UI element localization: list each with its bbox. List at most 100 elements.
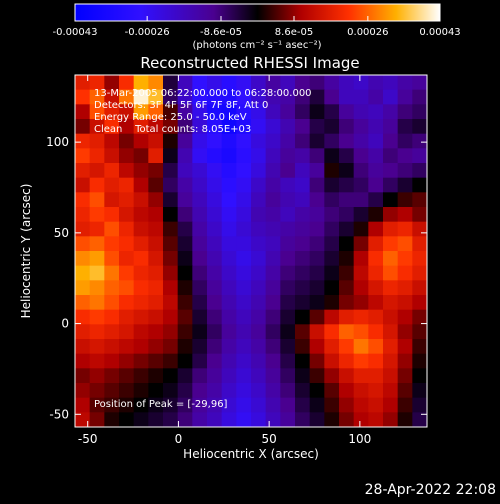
heatmap-cell <box>353 383 369 399</box>
heatmap-cell <box>251 309 267 325</box>
y-tick-label: 0 <box>61 317 69 331</box>
colorbar-tick-label: 0.00043 <box>419 27 460 38</box>
heatmap-cell <box>295 177 311 193</box>
heatmap-cell <box>236 133 252 149</box>
heatmap-cell <box>163 163 179 179</box>
heatmap-cell <box>192 383 208 399</box>
heatmap-cell <box>163 119 179 135</box>
heatmap-cell <box>148 236 164 252</box>
heatmap-cell <box>265 119 281 135</box>
heatmap-cell <box>163 353 179 369</box>
heatmap-cell <box>265 295 281 311</box>
heatmap-cell <box>163 89 179 105</box>
heatmap-cell <box>75 368 91 384</box>
heatmap-cell <box>324 295 340 311</box>
heatmap-cell <box>339 353 355 369</box>
heatmap-cell <box>412 339 427 355</box>
heatmap-cell <box>236 89 252 105</box>
heatmap-cell <box>221 236 237 252</box>
footer-timestamp: 28-Apr-2022 22:08 <box>364 482 496 498</box>
heatmap-cell <box>339 397 355 413</box>
heatmap-cell <box>192 75 208 91</box>
heatmap-cell <box>383 280 399 296</box>
heatmap-cell <box>397 324 413 340</box>
heatmap-cell <box>251 339 267 355</box>
heatmap-cell <box>148 397 164 413</box>
heatmap-cell <box>280 309 296 325</box>
heatmap-cell <box>221 133 237 149</box>
y-tick-label: 50 <box>54 226 69 240</box>
heatmap-cell <box>177 280 193 296</box>
heatmap-cell <box>368 148 384 164</box>
heatmap-cell <box>368 353 384 369</box>
heatmap-cell <box>368 383 384 399</box>
heatmap-cell <box>295 148 311 164</box>
heatmap-cell <box>353 339 369 355</box>
heatmap-cell <box>324 353 340 369</box>
heatmap-cell <box>104 383 120 399</box>
chart-title: Reconstructed RHESSI Image <box>140 54 359 72</box>
annotation-block: 13-Mar-2005 06:22:00.000 to 06:28:00.000… <box>94 88 312 135</box>
heatmap-cell <box>163 221 179 237</box>
heatmap-cell <box>148 89 164 105</box>
heatmap-cell <box>75 119 91 135</box>
heatmap-cell <box>133 177 149 193</box>
heatmap-cell <box>383 104 399 120</box>
heatmap-cell <box>280 133 296 149</box>
heatmap-cell <box>148 324 164 340</box>
heatmap-cell <box>383 89 399 105</box>
heatmap-cell <box>251 265 267 281</box>
heatmap-cell <box>148 192 164 208</box>
heatmap-cell <box>119 280 135 296</box>
heatmap-cell <box>397 309 413 325</box>
heatmap-cell <box>383 251 399 267</box>
heatmap-cell <box>207 324 223 340</box>
heatmap-cell <box>265 412 281 427</box>
heatmap-cell <box>309 397 325 413</box>
heatmap-cell <box>207 339 223 355</box>
heatmap-cell <box>309 163 325 179</box>
heatmap-cell <box>104 133 120 149</box>
heatmap-cell <box>207 251 223 267</box>
heatmap-cell <box>251 397 267 413</box>
heatmap-cell <box>295 280 311 296</box>
heatmap-cell <box>119 75 135 91</box>
heatmap-cell <box>177 236 193 252</box>
heatmap-cell <box>295 221 311 237</box>
heatmap-cell <box>148 177 164 193</box>
heatmap-cell <box>295 236 311 252</box>
heatmap-cell <box>221 221 237 237</box>
heatmap-cell <box>104 280 120 296</box>
y-tick-label: -50 <box>49 407 69 421</box>
heatmap-cell <box>397 221 413 237</box>
heatmap-cell <box>397 207 413 223</box>
heatmap-cell <box>412 133 427 149</box>
heatmap-cell <box>265 104 281 120</box>
heatmap-cell <box>339 119 355 135</box>
heatmap-cell <box>412 221 427 237</box>
heatmap-cell <box>192 339 208 355</box>
heatmap-cell <box>339 383 355 399</box>
heatmap-cell <box>295 104 311 120</box>
heatmap-cell <box>104 324 120 340</box>
heatmap-cell <box>163 280 179 296</box>
heatmap-cell <box>324 163 340 179</box>
heatmap-cell <box>207 104 223 120</box>
heatmap-cell <box>104 207 120 223</box>
heatmap-cell <box>104 251 120 267</box>
heatmap-cell <box>412 163 427 179</box>
heatmap-cell <box>133 280 149 296</box>
heatmap-cell <box>265 192 281 208</box>
heatmap-cell <box>295 119 311 135</box>
heatmap-cell <box>383 295 399 311</box>
heatmap-cell <box>75 280 91 296</box>
heatmap-cell <box>119 177 135 193</box>
heatmap-cell <box>397 89 413 105</box>
heatmap-cell <box>207 75 223 91</box>
heatmap-cell <box>177 251 193 267</box>
heatmap-cell <box>75 177 91 193</box>
heatmap-cell <box>309 412 325 427</box>
heatmap-cell <box>207 163 223 179</box>
